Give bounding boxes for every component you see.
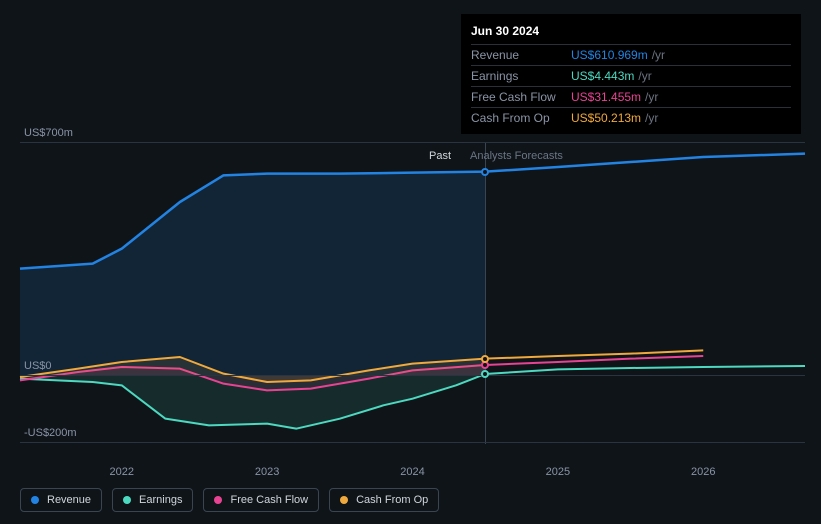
tooltip-metric-value: US$610.969m <box>571 48 648 62</box>
tooltip-date: Jun 30 2024 <box>471 20 791 44</box>
y-axis-label: -US$200m <box>24 427 77 439</box>
tooltip-row: Free Cash FlowUS$31.455m/yr <box>471 86 791 107</box>
tooltip-row: RevenueUS$610.969m/yr <box>471 44 791 65</box>
legend-label: Free Cash Flow <box>230 494 308 506</box>
legend-item[interactable]: Cash From Op <box>329 488 439 512</box>
x-axis-label: 2025 <box>546 466 570 478</box>
legend-label: Earnings <box>139 494 182 506</box>
tooltip-metric-label: Earnings <box>471 69 571 83</box>
series-marker <box>481 370 489 378</box>
series-marker <box>481 168 489 176</box>
past-future-divider <box>485 142 486 444</box>
tooltip-metric-value: US$50.213m <box>571 111 641 125</box>
series-area <box>20 356 703 390</box>
tooltip-metric-label: Revenue <box>471 48 571 62</box>
tooltip-metric-value: US$31.455m <box>571 90 641 104</box>
chart-container: Past Analysts Forecasts Jun 30 2024 Reve… <box>0 0 821 524</box>
legend-label: Revenue <box>47 494 91 506</box>
x-axis-label: 2026 <box>691 466 715 478</box>
tooltip-metric-label: Cash From Op <box>471 111 571 125</box>
legend-item[interactable]: Free Cash Flow <box>203 488 319 512</box>
x-axis-label: 2022 <box>110 466 134 478</box>
legend-label: Cash From Op <box>356 494 428 506</box>
series-line <box>20 356 703 390</box>
gridline <box>20 375 805 376</box>
tooltip-metric-value: US$4.443m <box>571 69 634 83</box>
chart-legend: Revenue Earnings Free Cash Flow Cash From O… <box>20 488 439 512</box>
tooltip-suffix: /yr <box>645 90 658 104</box>
gridline <box>20 142 805 143</box>
gridline <box>20 442 805 443</box>
series-line <box>20 154 805 269</box>
legend-item[interactable]: Revenue <box>20 488 102 512</box>
tooltip-suffix: /yr <box>638 69 651 83</box>
legend-dot-icon <box>31 496 39 504</box>
tooltip-suffix: /yr <box>652 48 665 62</box>
y-axis-label: US$0 <box>24 360 52 372</box>
x-axis-label: 2024 <box>400 466 424 478</box>
legend-dot-icon <box>123 496 131 504</box>
series-area <box>20 154 805 376</box>
legend-item[interactable]: Earnings <box>112 488 193 512</box>
past-label: Past <box>429 150 451 162</box>
tooltip-row: EarningsUS$4.443m/yr <box>471 65 791 86</box>
series-area <box>20 350 703 382</box>
series-line <box>20 350 703 382</box>
tooltip-suffix: /yr <box>645 111 658 125</box>
tooltip-metric-label: Free Cash Flow <box>471 90 571 104</box>
legend-dot-icon <box>340 496 348 504</box>
x-axis-label: 2023 <box>255 466 279 478</box>
legend-dot-icon <box>214 496 222 504</box>
chart-tooltip: Jun 30 2024 RevenueUS$610.969m/yrEarning… <box>461 14 801 134</box>
tooltip-row: Cash From OpUS$50.213m/yr <box>471 107 791 128</box>
forecast-label: Analysts Forecasts <box>470 150 563 162</box>
y-axis-label: US$700m <box>24 127 73 139</box>
series-marker <box>481 355 489 363</box>
